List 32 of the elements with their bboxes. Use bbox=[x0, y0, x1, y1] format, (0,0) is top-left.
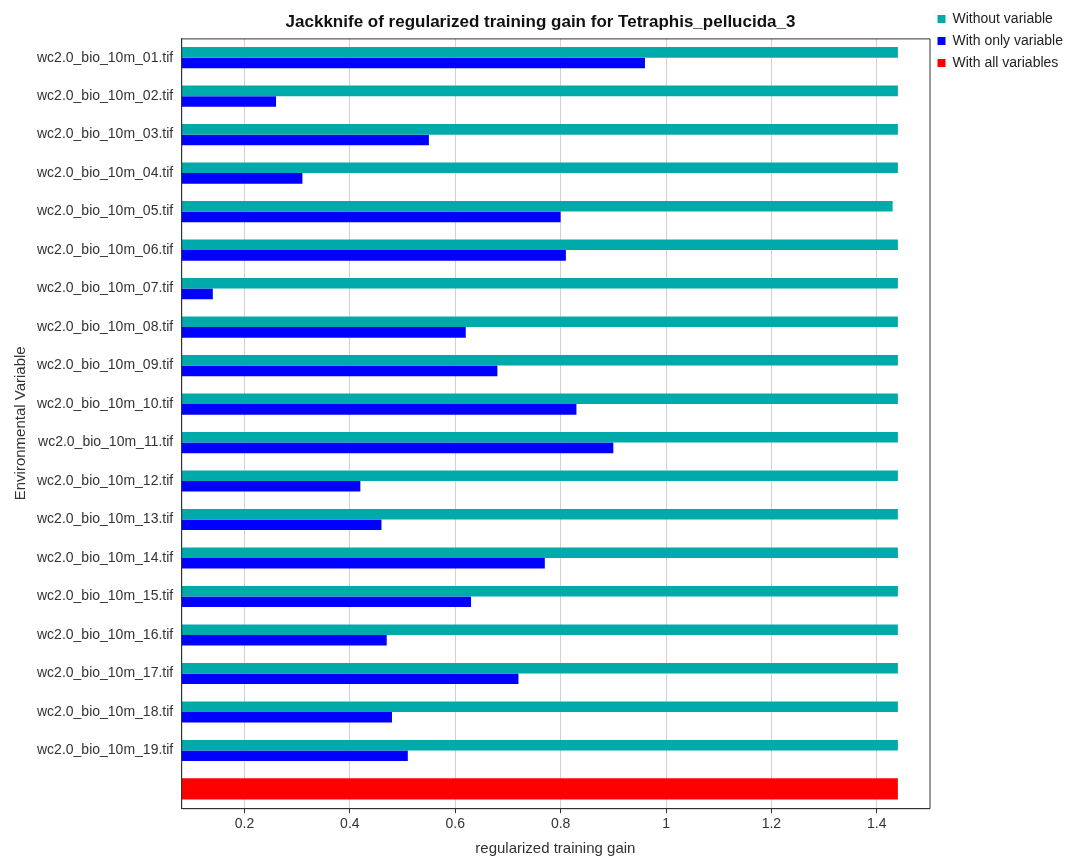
y-tick-label: wc2.0_bio_10m_08.tif bbox=[36, 317, 174, 334]
y-tick-label: wc2.0_bio_10m_15.tif bbox=[36, 587, 174, 604]
x-tick-label: 1.2 bbox=[761, 815, 782, 832]
y-tick-label: wc2.0_bio_10m_01.tif bbox=[36, 48, 174, 65]
y-tick-label: wc2.0_bio_10m_16.tif bbox=[36, 625, 174, 642]
y-tick-label: wc2.0_bio_10m_04.tif bbox=[36, 163, 174, 180]
y-tick-label: wc2.0_bio_10m_14.tif bbox=[36, 548, 174, 565]
x-axis-title: regularized training gain bbox=[475, 839, 636, 857]
y-tick-label: wc2.0_bio_10m_03.tif bbox=[36, 125, 174, 142]
x-tick-label: 1.4 bbox=[867, 815, 887, 832]
chart-title: Jackknife of regularized training gain for Tetraphis_pellucida_3 bbox=[285, 11, 796, 31]
y-tick-label: wc2.0_bio_10m_17.tif bbox=[36, 664, 174, 681]
y-axis-title: Environmental Variable bbox=[11, 346, 29, 501]
legend-label: With only variable bbox=[952, 31, 1064, 48]
y-tick-label: wc2.0_bio_10m_13.tif bbox=[36, 510, 174, 527]
y-tick-label: wc2.0_bio_10m_05.tif bbox=[36, 202, 174, 219]
x-tick-label: 1 bbox=[662, 815, 671, 832]
y-tick-label: wc2.0_bio_10m_10.tif bbox=[36, 394, 174, 411]
y-tick-label: wc2.0_bio_10m_18.tif bbox=[36, 702, 174, 719]
y-tick-label: wc2.0_bio_10m_19.tif bbox=[36, 741, 174, 758]
x-tick-label: 0.4 bbox=[340, 815, 360, 832]
y-tick-label: wc2.0_bio_10m_12.tif bbox=[36, 471, 174, 488]
legend-label: Without variable bbox=[952, 9, 1054, 26]
y-tick-label: wc2.0_bio_10m_02.tif bbox=[36, 86, 174, 103]
x-tick-label: 0.8 bbox=[550, 815, 571, 832]
legend-label: With all variables bbox=[952, 53, 1059, 70]
y-tick-label: wc2.0_bio_10m_11.tif bbox=[37, 433, 174, 450]
x-tick-label: 0.2 bbox=[234, 815, 255, 832]
y-tick-label: wc2.0_bio_10m_06.tif bbox=[36, 240, 174, 257]
y-tick-label: wc2.0_bio_10m_07.tif bbox=[36, 279, 174, 296]
x-tick-label: 0.6 bbox=[445, 815, 466, 832]
y-tick-label: wc2.0_bio_10m_09.tif bbox=[36, 356, 174, 373]
